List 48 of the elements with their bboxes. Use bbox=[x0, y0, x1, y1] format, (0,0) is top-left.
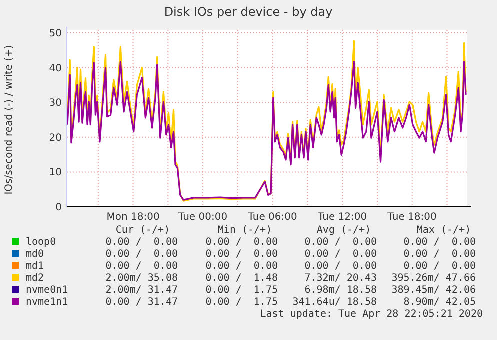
text: 0.00 / 0.00 bbox=[106, 249, 178, 260]
text: Max (-/+) bbox=[416, 225, 472, 236]
text: 0.00 / 1.75 bbox=[206, 285, 278, 296]
text: 8.90m/ 42.05 bbox=[404, 297, 476, 308]
text: 0.00 / 0.00 bbox=[404, 261, 476, 272]
text: 2.00m/ 35.08 bbox=[106, 273, 178, 284]
text: 0.00 / 1.48 bbox=[206, 273, 278, 284]
legend-label: md2 bbox=[26, 273, 44, 284]
text: Min (-/+) bbox=[218, 225, 272, 236]
x-tick-label: Tue 18:00 bbox=[386, 212, 437, 223]
y-axis-title: IOs/second read (-) / write (+) bbox=[4, 45, 15, 195]
text: 0.00 / 0.00 bbox=[206, 249, 278, 260]
legend-label: loop0 bbox=[26, 237, 56, 248]
y-tick-label: 0 bbox=[56, 202, 62, 214]
x-tick-label: Mon 18:00 bbox=[106, 212, 160, 223]
text: 0.00 / 0.00 bbox=[404, 237, 476, 248]
text: 0.00 / 0.00 bbox=[304, 261, 377, 272]
text: 389.45m/ 42.06 bbox=[392, 285, 476, 296]
text: 7.32m/ 20.43 bbox=[304, 273, 377, 284]
x-tick-label: Tue 12:00 bbox=[317, 212, 368, 223]
legend-label: nvme0n1 bbox=[26, 285, 68, 296]
text: 0.00 / 31.47 bbox=[106, 297, 178, 308]
text: 0.00 / 0.00 bbox=[206, 237, 278, 248]
text: Last update: Tue Apr 28 22:05:21 2020 bbox=[260, 309, 483, 320]
chart-title: Disk IOs per device - by day bbox=[164, 5, 333, 19]
text: 2.00m/ 31.47 bbox=[106, 285, 178, 296]
text: 0.00 / 0.00 bbox=[106, 237, 178, 248]
text: 0.00 / 0.00 bbox=[304, 237, 377, 248]
text: 395.26m/ 47.66 bbox=[392, 273, 476, 284]
legend-label: md0 bbox=[26, 249, 44, 260]
text: 0.00 / 0.00 bbox=[106, 261, 178, 272]
text: 0.00 / 0.00 bbox=[304, 249, 377, 260]
y-tick-label: 50 bbox=[49, 28, 62, 40]
legend-label: md1 bbox=[26, 261, 44, 272]
y-tick-label: 30 bbox=[49, 98, 62, 110]
text: 0.00 / 1.75 bbox=[206, 297, 278, 308]
text: 6.98m/ 18.58 bbox=[304, 285, 377, 296]
x-tick-label: Tue 06:00 bbox=[247, 212, 298, 223]
y-tick-label: 20 bbox=[49, 132, 62, 144]
text: Avg (-/+) bbox=[316, 225, 372, 236]
text: Cur (-/+) bbox=[116, 225, 170, 236]
text: 341.64u/ 18.58 bbox=[292, 297, 377, 308]
text: 0.00 / 0.00 bbox=[206, 261, 278, 272]
text: 0.00 / 0.00 bbox=[404, 249, 476, 260]
y-tick-label: 40 bbox=[49, 63, 62, 74]
legend-label: nvme1n1 bbox=[26, 297, 68, 308]
x-tick-label: Tue 00:00 bbox=[178, 212, 228, 223]
y-tick-label: 10 bbox=[49, 168, 62, 179]
